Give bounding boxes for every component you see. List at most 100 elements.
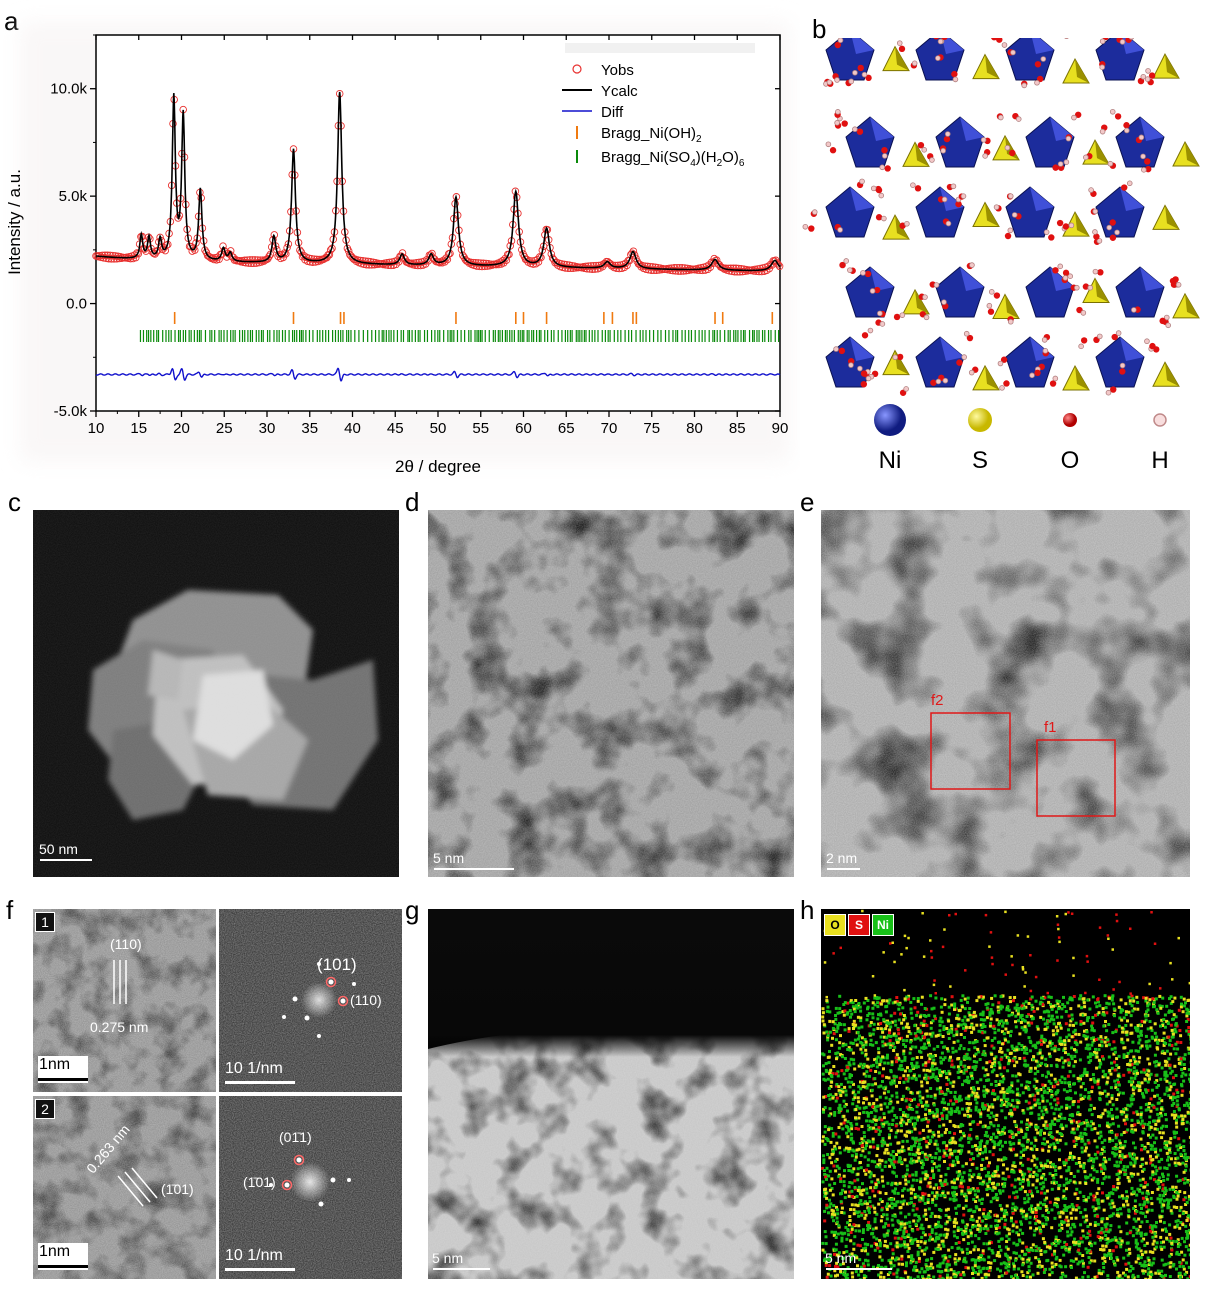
h-atom — [879, 321, 886, 327]
yobs-point — [133, 249, 141, 257]
legend-ycalc: Ycalc — [601, 83, 638, 100]
h-atom — [1068, 222, 1075, 229]
h-atom — [865, 375, 872, 382]
h-atom — [1145, 68, 1151, 74]
h-atom — [1138, 134, 1145, 141]
o-atom — [943, 135, 951, 143]
x-tick-label: 35 — [301, 420, 318, 437]
h-atom — [1128, 38, 1134, 40]
h-atom — [929, 157, 935, 163]
s-tetrahedron-face — [1165, 362, 1179, 387]
h-atom — [892, 354, 899, 361]
yobs-point — [210, 255, 218, 264]
h-atom — [980, 137, 987, 143]
f2-row-badge: 2 — [35, 1099, 55, 1119]
h-atom — [847, 267, 853, 273]
o-atom — [1062, 269, 1070, 277]
y-tick-label: 0.0 — [66, 296, 87, 313]
h-atom — [1080, 310, 1087, 316]
ni-octahedron — [915, 186, 965, 238]
s-tetrahedron-face — [1095, 278, 1109, 303]
h-atom — [997, 360, 1004, 367]
yobs-point — [705, 261, 713, 269]
ni-octahedron-face — [870, 267, 894, 291]
f2-scale-bar — [38, 1265, 88, 1268]
h-atom — [878, 192, 885, 199]
f1-d-spacing: 0.275 nm — [90, 1019, 149, 1035]
h-atom — [1078, 343, 1084, 350]
s-tetrahedron-face — [985, 365, 999, 390]
h-atom — [1010, 49, 1016, 56]
o-atom — [1109, 234, 1117, 241]
s-tetrahedron-face — [915, 289, 929, 314]
h-atom — [923, 314, 930, 321]
yobs-point — [621, 259, 630, 268]
h-atom — [1011, 212, 1018, 218]
scale-bar-e — [827, 868, 860, 870]
o-atom — [1144, 158, 1151, 165]
yobs-point — [764, 262, 772, 271]
h-atom — [848, 362, 854, 368]
yobs-point — [615, 264, 624, 273]
h-atom — [1034, 79, 1040, 86]
o-atom — [933, 38, 939, 40]
o-atom — [1093, 233, 1100, 240]
ni-octahedron — [1095, 186, 1145, 238]
yobs-point — [529, 260, 538, 268]
o-atom — [1034, 61, 1042, 68]
h-atom — [835, 109, 841, 115]
yobs-point — [430, 255, 439, 263]
o-atom — [1097, 269, 1104, 276]
s-tetrahedron-face — [1185, 293, 1199, 318]
f1-fft-scale-bar — [225, 1081, 295, 1084]
haadf-image-g: 5 nm — [428, 909, 794, 1279]
legend-bragg2: Bragg_Ni(SO4)(H2O)6 — [601, 149, 745, 169]
o-atom — [1074, 111, 1082, 118]
yobs-point — [306, 258, 314, 266]
yobs-point — [719, 264, 727, 272]
atom-o: O — [1035, 400, 1105, 475]
h-atom — [879, 164, 886, 171]
o-atom — [865, 74, 872, 82]
f1-fft-scale-label: 10 1/nm — [225, 1060, 283, 1077]
h-atom — [1099, 64, 1105, 71]
h-atom — [1115, 330, 1122, 336]
h-atom — [942, 377, 949, 384]
atom-s: S — [945, 400, 1015, 475]
o-atom — [834, 41, 842, 49]
h-atom — [1067, 273, 1074, 279]
scale-bar-g — [433, 1268, 490, 1270]
x-tick-label: 40 — [344, 420, 361, 437]
ni-octahedron-face — [852, 38, 874, 54]
h-atom — [969, 262, 975, 268]
o-atom — [896, 353, 904, 361]
s-tetrahedron-face — [1075, 366, 1089, 391]
s-tetrahedron-face — [1165, 205, 1179, 230]
ni-octahedron-face — [960, 267, 984, 291]
h-atom — [910, 182, 916, 188]
h-atom — [881, 215, 887, 222]
o-atom — [861, 332, 869, 339]
f1-fft: (101) (110) 10 1/nm — [219, 909, 402, 1092]
yobs-point — [698, 266, 707, 275]
o-atom — [829, 147, 837, 154]
h-atom — [1099, 38, 1106, 45]
h-atom — [935, 378, 942, 385]
h-atom — [869, 288, 876, 294]
h-atom — [1029, 372, 1035, 379]
h-atom — [1007, 318, 1014, 325]
x-tick-label: 25 — [216, 420, 233, 437]
o-atom — [1149, 342, 1156, 350]
o-atom — [1062, 223, 1070, 230]
yobs-point — [774, 260, 783, 269]
o-atom — [838, 347, 846, 355]
h-atom — [986, 302, 993, 309]
roi-label-f2: f2 — [931, 692, 944, 709]
eds-legend-ni: Ni — [872, 914, 894, 936]
h-atom — [960, 193, 967, 199]
h-atom — [899, 312, 906, 318]
legend-bragg1: Bragg_Ni(OH)2 — [601, 125, 702, 145]
h-atom — [896, 40, 903, 46]
roi-label-f1: f1 — [1044, 719, 1057, 736]
h-atom — [867, 327, 874, 334]
